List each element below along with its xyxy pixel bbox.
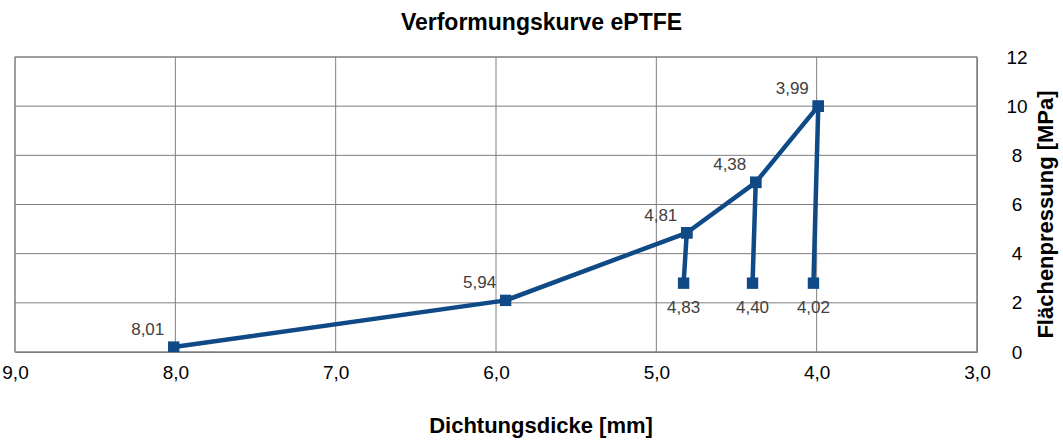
data-line (753, 182, 756, 283)
data-marker (168, 341, 179, 352)
data-marker (681, 227, 692, 238)
y-grid-line (15, 253, 977, 254)
y-tick: 0 (977, 342, 1022, 363)
data-label: 8,01 (131, 320, 164, 339)
data-label: 4,40 (736, 298, 769, 317)
y-tick: 4 (977, 243, 1023, 264)
x-tick-label: 9,0 (2, 362, 28, 383)
data-marker (813, 100, 824, 111)
data-marker (808, 277, 819, 288)
y-tick: 12 (977, 47, 1028, 68)
y-tick: 6 (977, 194, 1022, 215)
data-label: 4,83 (667, 298, 700, 317)
data-marker (678, 277, 689, 288)
x-tick: 5,0 (644, 352, 670, 383)
y-tick: 8 (977, 145, 1022, 166)
y-axis: 0 2 4 6 8 10 12 (977, 47, 1028, 363)
x-tick: 6,0 (483, 352, 509, 383)
data-label: 5,94 (463, 273, 496, 292)
y-tick-label: 4 (1012, 243, 1023, 264)
x-tick: 3,0 (964, 352, 990, 383)
x-tick-label: 7,0 (323, 362, 349, 383)
x-tick-label: 3,0 (964, 362, 990, 383)
x-tick-label: 4,0 (804, 362, 830, 383)
y-tick-label: 0 (1012, 342, 1023, 363)
x-tick-label: 6,0 (483, 362, 509, 383)
data-marker (750, 177, 761, 188)
y-tick: 2 (977, 292, 1022, 313)
y-tick-label: 6 (1012, 194, 1023, 215)
plot-frame (15, 57, 977, 352)
y-tick-label: 2 (1012, 292, 1023, 313)
data-marker (500, 295, 511, 306)
chart: Verformungskurve ePTFE 9,0 8,0 7,0 6,0 5,0 4,0… (0, 0, 1063, 445)
data-marker (747, 277, 758, 288)
y-tick: 10 (977, 96, 1028, 117)
x-axis: 9,0 8,0 7,0 6,0 5,0 4,0 3,0 (2, 352, 990, 383)
x-axis-title: Dichtungsdicke [mm] (429, 413, 653, 438)
y-tick-label: 12 (1006, 47, 1027, 68)
data-labels: 8,01 5,94 4,81 4,38 3,99 4,83 4,40 4,02 (131, 79, 830, 339)
grid (15, 57, 977, 352)
data-marker (750, 177, 761, 188)
x-tick: 8,0 (163, 352, 189, 383)
data-line (684, 233, 687, 283)
x-tick-label: 8,0 (163, 362, 189, 383)
data-line (813, 106, 818, 283)
data-label: 3,99 (776, 79, 809, 98)
plot-marks (168, 100, 824, 352)
data-label: 4,38 (713, 155, 746, 174)
y-grid-line (15, 155, 977, 156)
x-tick-label: 5,0 (644, 362, 670, 383)
title: Verformungskurve ePTFE (401, 9, 682, 35)
data-line (174, 106, 819, 347)
y-tick-label: 8 (1012, 145, 1023, 166)
data-label: 4,02 (797, 298, 830, 317)
x-tick: 7,0 (323, 352, 349, 383)
data-marker (813, 100, 824, 111)
data-label: 4,81 (644, 206, 677, 225)
y-grid-line (15, 106, 977, 107)
x-axis-line (16, 352, 978, 353)
x-tick: 9,0 (2, 352, 28, 383)
y-axis-title: Flächenpressung [MPa] (1033, 90, 1058, 338)
y-grid-line (15, 204, 977, 205)
y-tick-label: 10 (1006, 96, 1027, 117)
y-axis-line (977, 58, 978, 353)
x-tick: 4,0 (804, 352, 830, 383)
data-marker (681, 227, 692, 238)
